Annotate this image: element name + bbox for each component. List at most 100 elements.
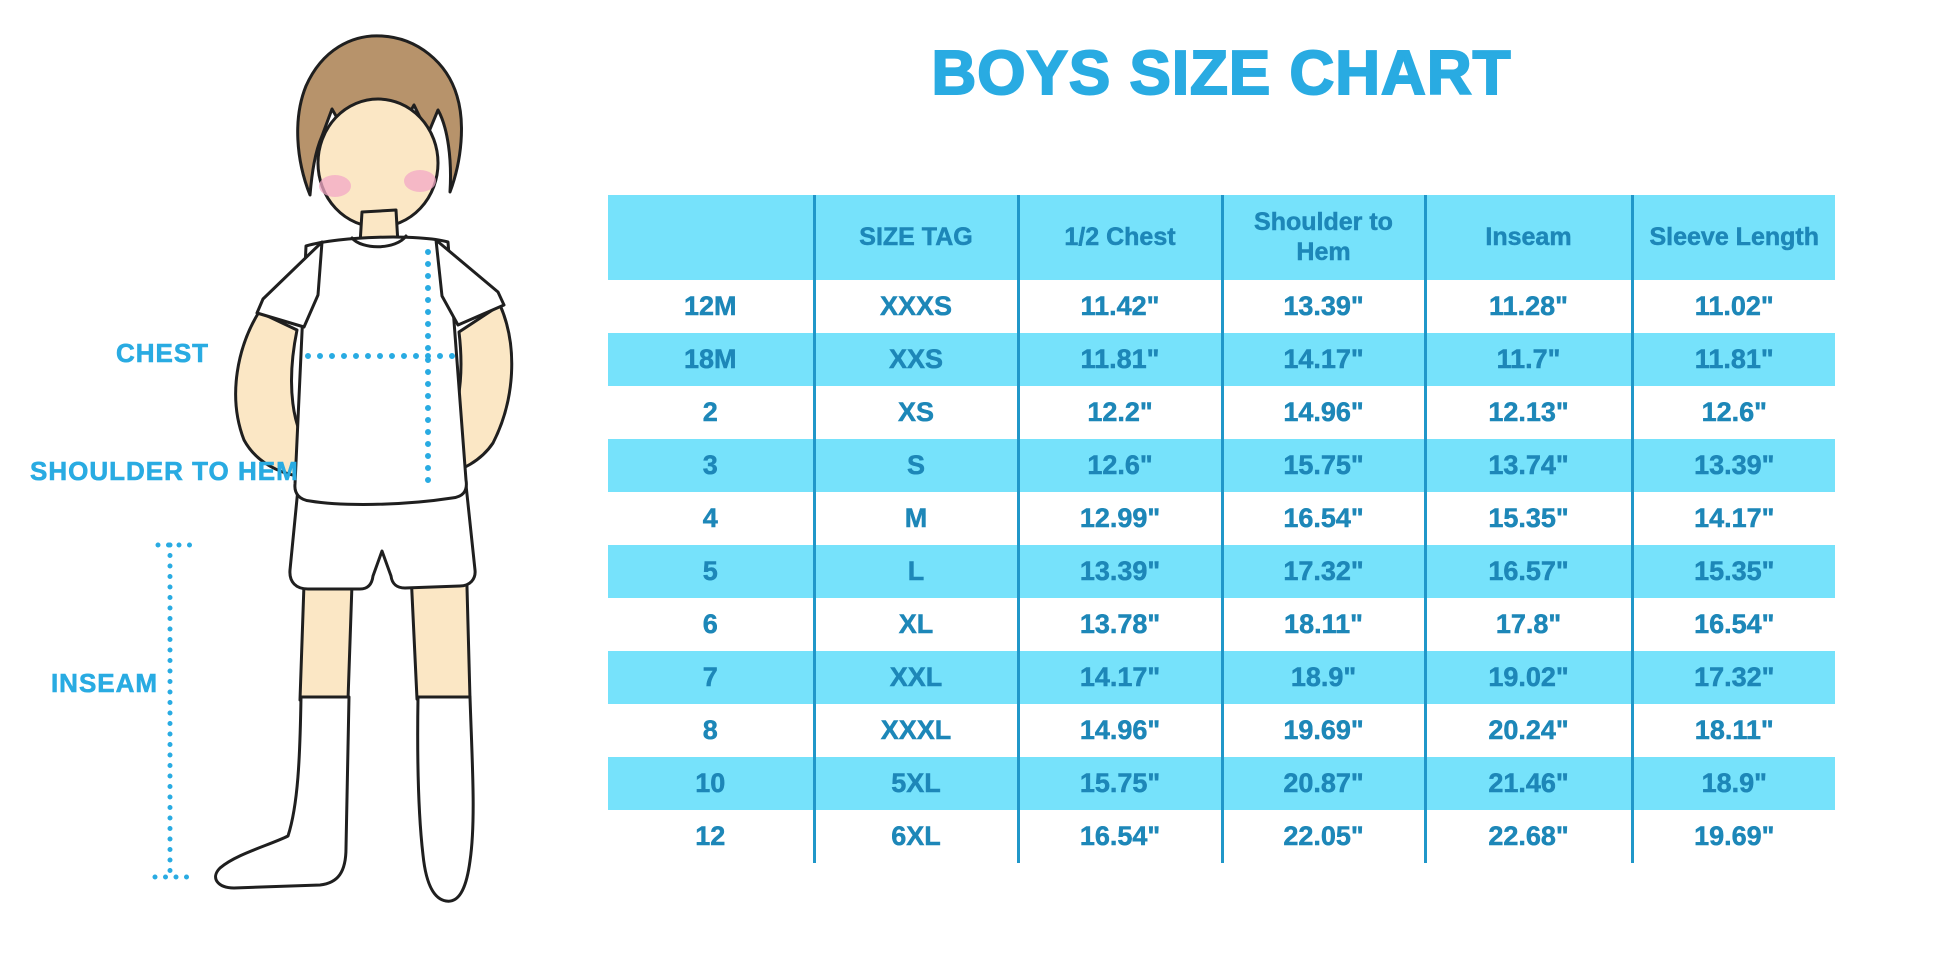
row-value-cell: 19.69" [1630, 810, 1835, 863]
row-age-cell: 7 [608, 651, 814, 704]
row-value-cell: 11.81" [1630, 333, 1835, 386]
table-row: 12 6XL 16.54" 22.05" 22.68" 19.69" [608, 810, 1835, 863]
row-value-cell: 13.78" [1016, 598, 1222, 651]
row-value-cell: XXXL [812, 704, 1018, 757]
row-value-cell: XXS [812, 333, 1018, 386]
table-row: 8 XXXL 14.96" 19.69" 20.24" 18.11" [608, 704, 1835, 757]
page-title: BOYS SIZE CHART [931, 38, 1512, 109]
row-value-cell: M [812, 492, 1018, 545]
row-value-cell: L [812, 545, 1018, 598]
column-header-half-chest: 1/2 Chest [1016, 195, 1222, 280]
cheek-right [404, 170, 436, 192]
row-value-cell: 14.17" [1630, 492, 1835, 545]
row-age-cell: 8 [608, 704, 814, 757]
row-value-cell: XS [812, 386, 1018, 439]
row-value-cell: 6XL [812, 810, 1018, 863]
row-value-cell: 20.87" [1220, 757, 1425, 810]
row-value-cell: 15.75" [1016, 757, 1222, 810]
row-value-cell: 13.39" [1220, 280, 1425, 333]
tshirt-sleeve-right [434, 238, 506, 327]
table-row: 6 XL 13.78" 18.11" 17.8" 16.54" [608, 598, 1835, 651]
row-value-cell: 12.13" [1423, 386, 1632, 439]
row-value-cell: 12.2" [1016, 386, 1222, 439]
row-value-cell: 14.17" [1220, 333, 1425, 386]
table-row: 7 XXL 14.17" 18.9" 19.02" 17.32" [608, 651, 1835, 704]
row-value-cell: 17.32" [1220, 545, 1425, 598]
row-age-cell: 4 [608, 492, 814, 545]
row-value-cell: 14.96" [1220, 386, 1425, 439]
row-value-cell: 17.8" [1423, 598, 1632, 651]
row-value-cell: 16.54" [1220, 492, 1425, 545]
row-age-cell: 5 [608, 545, 814, 598]
boy-figure-svg [152, 34, 514, 903]
chest-label: CHEST [115, 338, 210, 369]
row-value-cell: 11.28" [1423, 280, 1632, 333]
table-row: 5 L 13.39" 17.32" 16.57" 15.35" [608, 545, 1835, 598]
row-value-cell: 16.54" [1016, 810, 1222, 863]
cheek-left [319, 175, 351, 197]
row-value-cell: XXXS [812, 280, 1018, 333]
sock-left [214, 695, 351, 890]
row-value-cell: XL [812, 598, 1018, 651]
column-header-inseam: Inseam [1423, 195, 1632, 280]
row-value-cell: 16.57" [1423, 545, 1632, 598]
row-age-cell: 2 [608, 386, 814, 439]
row-value-cell: 14.96" [1016, 704, 1222, 757]
row-value-cell: 15.35" [1630, 545, 1835, 598]
row-age-cell: 10 [608, 757, 814, 810]
sock-right [416, 695, 475, 903]
row-value-cell: 12.6" [1016, 439, 1222, 492]
column-header-size-tag: SIZE TAG [812, 195, 1018, 280]
inseam-label: INSEAM [50, 668, 159, 699]
row-age-cell: 6 [608, 598, 814, 651]
row-value-cell: 13.39" [1016, 545, 1222, 598]
row-value-cell: 13.74" [1423, 439, 1632, 492]
column-header-age [608, 195, 814, 280]
shoulder-to-hem-label: SHOULDER TO HEM [30, 456, 299, 487]
row-value-cell: 20.24" [1423, 704, 1632, 757]
row-value-cell: 18.11" [1630, 704, 1835, 757]
row-value-cell: 11.7" [1423, 333, 1632, 386]
size-table: SIZE TAG 1/2 Chest Shoulder to Hem Insea… [608, 195, 1835, 863]
table-row: 18M XXS 11.81" 14.17" 11.7" 11.81" [608, 333, 1835, 386]
row-value-cell: 15.35" [1423, 492, 1632, 545]
row-value-cell: 16.54" [1630, 598, 1835, 651]
tshirt-collar [350, 234, 408, 249]
column-header-sleeve-length: Sleeve Length [1630, 195, 1835, 280]
row-value-cell: 13.39" [1630, 439, 1835, 492]
row-value-cell: 15.75" [1220, 439, 1425, 492]
row-value-cell: 21.46" [1423, 757, 1632, 810]
row-value-cell: 18.9" [1630, 757, 1835, 810]
size-table-body: 12M XXXS 11.42" 13.39" 11.28" 11.02" 18M XXS 11.… [608, 280, 1835, 863]
table-header-row: SIZE TAG 1/2 Chest Shoulder to Hem Insea… [608, 195, 1835, 280]
row-value-cell: 12.99" [1016, 492, 1222, 545]
arm-left [234, 310, 314, 479]
table-row: 10 5XL 15.75" 20.87" 21.46" 18.9" [608, 757, 1835, 810]
row-age-cell: 18M [608, 333, 814, 386]
row-value-cell: 5XL [812, 757, 1018, 810]
tshirt-torso [293, 235, 468, 506]
table-row: 2 XS 12.2" 14.96" 12.13" 12.6" [608, 386, 1835, 439]
column-header-shoulder-to-hem: Shoulder to Hem [1220, 195, 1425, 280]
row-value-cell: XXL [812, 651, 1018, 704]
table-row: 12M XXXS 11.42" 13.39" 11.28" 11.02" [608, 280, 1835, 333]
row-age-cell: 3 [608, 439, 814, 492]
row-value-cell: 14.17" [1016, 651, 1222, 704]
row-value-cell: 11.02" [1630, 280, 1835, 333]
boy-illustration: CHEST SHOULDER TO HEM INSEAM [0, 0, 560, 973]
row-value-cell: 17.32" [1630, 651, 1835, 704]
row-value-cell: S [812, 439, 1018, 492]
row-value-cell: 18.9" [1220, 651, 1425, 704]
row-value-cell: 22.68" [1423, 810, 1632, 863]
tshirt-sleeve-left [255, 240, 324, 329]
row-value-cell: 12.6" [1630, 386, 1835, 439]
row-value-cell: 11.81" [1016, 333, 1222, 386]
row-value-cell: 11.42" [1016, 280, 1222, 333]
table-row: 4 M 12.99" 16.54" 15.35" 14.17" [608, 492, 1835, 545]
row-value-cell: 22.05" [1220, 810, 1425, 863]
row-age-cell: 12 [608, 810, 814, 863]
row-age-cell: 12M [608, 280, 814, 333]
row-value-cell: 18.11" [1220, 598, 1425, 651]
row-value-cell: 19.69" [1220, 704, 1425, 757]
